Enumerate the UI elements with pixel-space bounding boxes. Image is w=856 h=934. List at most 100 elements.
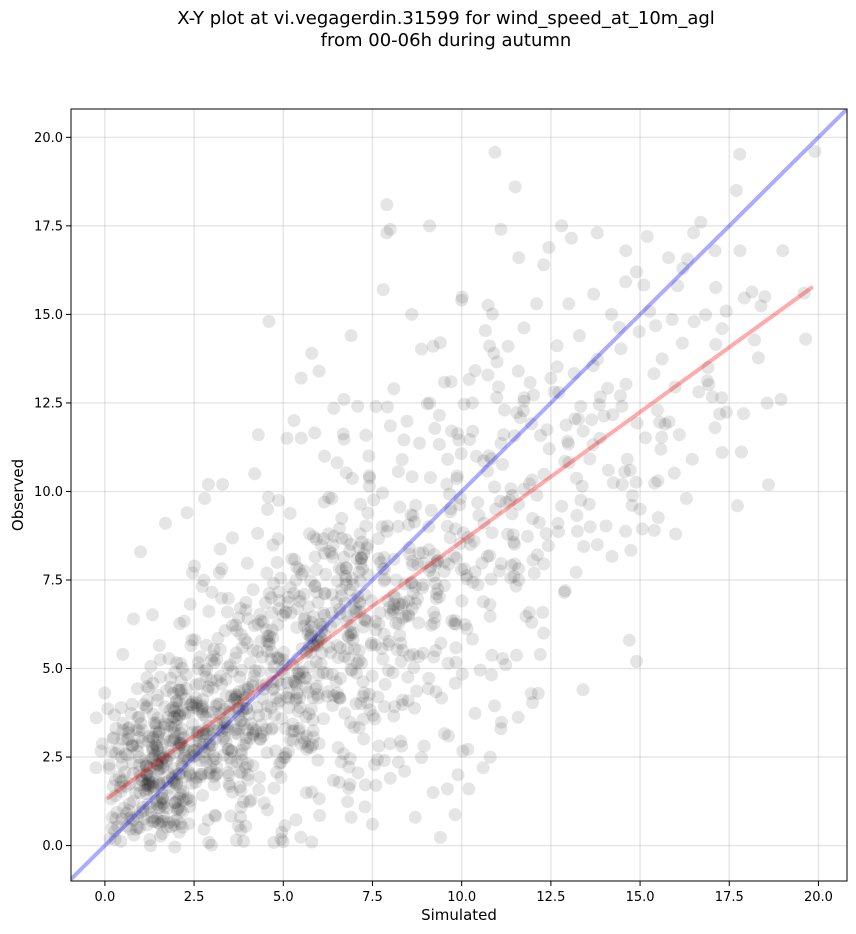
scatter-point bbox=[241, 723, 255, 737]
x-tick-label: 17.5 bbox=[715, 890, 744, 905]
y-axis-label: Observed bbox=[9, 459, 27, 531]
scatter-point bbox=[468, 706, 482, 720]
scatter-point bbox=[145, 805, 159, 819]
scatter-point bbox=[475, 556, 489, 570]
scatter-point bbox=[302, 600, 315, 614]
scatter-point bbox=[371, 690, 385, 704]
scatter-point bbox=[507, 429, 521, 443]
scatter-point bbox=[219, 689, 233, 703]
scatter-point bbox=[372, 552, 385, 565]
scatter-point bbox=[378, 677, 392, 691]
scatter-point bbox=[437, 727, 451, 741]
scatter-point bbox=[352, 540, 366, 554]
scatter-point bbox=[204, 673, 218, 687]
scatter-point bbox=[457, 397, 471, 411]
scatter-point bbox=[311, 635, 325, 649]
scatter-point bbox=[146, 776, 160, 789]
scatter-point bbox=[169, 695, 183, 709]
scatter-point bbox=[283, 733, 297, 747]
scatter-point bbox=[507, 535, 521, 549]
scatter-point bbox=[294, 830, 308, 844]
scatter-point bbox=[199, 670, 213, 684]
scatter-point bbox=[485, 526, 499, 540]
scatter-point bbox=[139, 778, 153, 792]
scatter-point bbox=[293, 590, 307, 604]
scatter-point bbox=[267, 660, 281, 674]
scatter-point bbox=[156, 760, 170, 774]
scatter-point bbox=[206, 705, 220, 719]
scatter-point bbox=[174, 817, 187, 831]
scatter-point bbox=[305, 615, 319, 629]
scatter-point bbox=[231, 688, 245, 702]
scatter-point bbox=[428, 421, 442, 435]
scatter-point bbox=[248, 467, 262, 481]
scatter-point bbox=[270, 555, 284, 569]
scatter-point bbox=[234, 810, 247, 824]
scatter-point bbox=[244, 717, 258, 731]
scatter-point bbox=[339, 561, 353, 575]
scatter-point bbox=[311, 691, 325, 705]
scatter-point bbox=[300, 644, 314, 658]
scatter-point bbox=[333, 671, 347, 685]
scatter-point bbox=[640, 230, 654, 243]
scatter-point bbox=[155, 786, 169, 800]
scatter-point bbox=[699, 308, 713, 322]
scatter-point bbox=[506, 528, 520, 542]
scatter-point bbox=[460, 622, 474, 636]
scatter-point bbox=[630, 654, 643, 668]
scatter-point bbox=[170, 712, 184, 726]
scatter-point bbox=[156, 797, 170, 811]
scatter-point bbox=[557, 585, 571, 599]
scatter-point bbox=[618, 465, 632, 479]
scatter-point bbox=[343, 716, 357, 729]
scatter-point bbox=[103, 832, 117, 846]
scatter-point bbox=[387, 552, 401, 566]
scatter-point bbox=[279, 747, 293, 761]
x-tick-label: 20.0 bbox=[804, 890, 833, 905]
scatter-point bbox=[132, 765, 146, 779]
scatter-point bbox=[570, 509, 584, 522]
regression-line bbox=[106, 285, 814, 800]
scatter-point bbox=[330, 638, 344, 652]
scatter-point bbox=[362, 449, 376, 463]
scatter-point bbox=[164, 680, 178, 694]
scatter-point bbox=[133, 786, 147, 800]
scatter-point bbox=[452, 433, 466, 447]
scatter-point bbox=[356, 675, 370, 689]
scatter-point bbox=[109, 789, 123, 803]
scatter-point bbox=[455, 667, 469, 681]
scatter-point bbox=[369, 615, 382, 628]
scatter-point bbox=[246, 676, 260, 689]
scatter-point bbox=[339, 561, 353, 575]
scatter-point bbox=[172, 696, 186, 709]
scatter-point bbox=[170, 708, 184, 722]
scatter-point bbox=[201, 767, 215, 781]
scatter-point bbox=[713, 407, 727, 421]
scatter-point bbox=[317, 606, 331, 620]
scatter-point bbox=[253, 607, 267, 621]
scatter-point bbox=[297, 619, 311, 633]
scatter-point bbox=[668, 380, 682, 394]
scatter-point bbox=[274, 770, 288, 784]
scatter-point bbox=[310, 532, 323, 546]
scatter-point bbox=[274, 677, 288, 691]
scatter-point bbox=[342, 652, 356, 666]
scatter-point bbox=[179, 692, 193, 705]
scatter-point bbox=[398, 764, 412, 778]
scatter-point bbox=[267, 781, 281, 795]
scatter-point bbox=[359, 428, 373, 442]
scatter-point bbox=[197, 750, 211, 764]
scatter-point bbox=[304, 620, 318, 634]
scatter-point bbox=[290, 652, 304, 666]
scatter-point bbox=[434, 636, 448, 650]
scatter-point bbox=[287, 724, 301, 738]
scatter-point bbox=[251, 645, 265, 659]
scatter-point bbox=[194, 770, 208, 784]
scatter-point bbox=[234, 823, 248, 837]
scatter-point bbox=[263, 629, 277, 643]
scatter-point bbox=[390, 643, 404, 657]
scatter-point bbox=[366, 817, 379, 831]
scatter-point bbox=[175, 661, 189, 675]
scatter-point bbox=[290, 560, 304, 574]
scatter-point bbox=[222, 777, 236, 791]
